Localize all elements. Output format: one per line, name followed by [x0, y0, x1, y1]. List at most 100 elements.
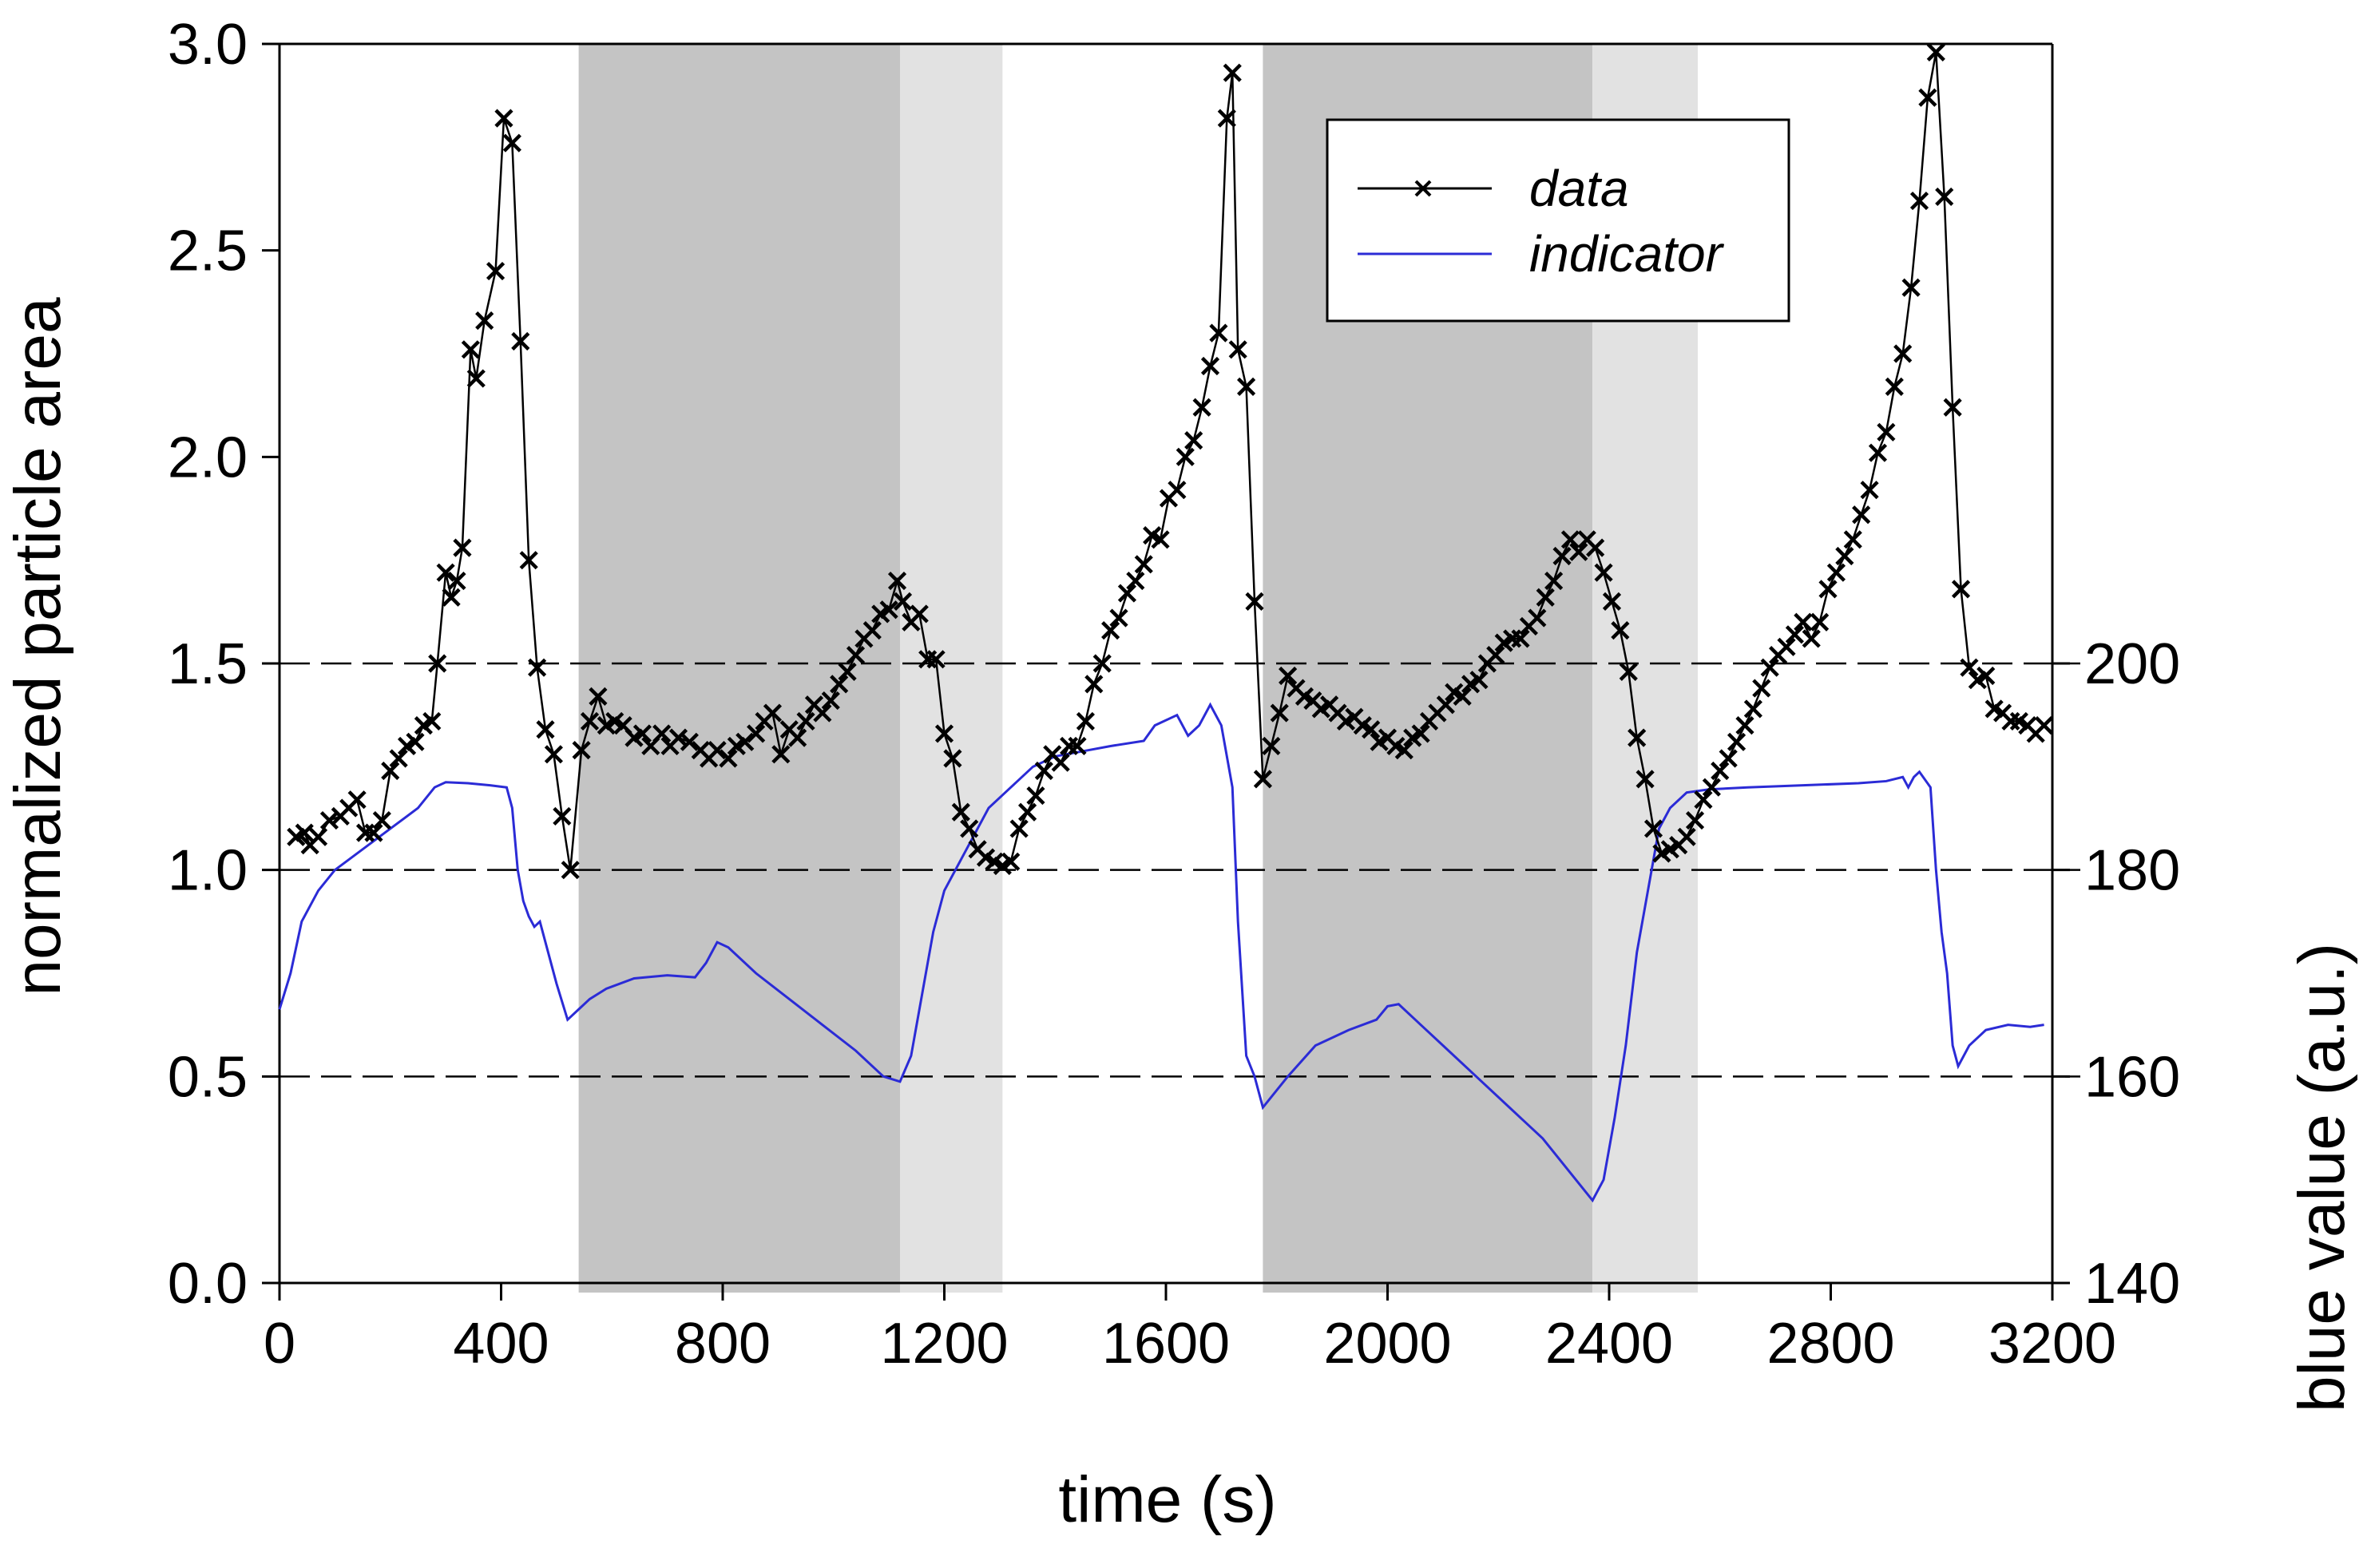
data-point-34 — [561, 861, 580, 880]
data-point-197 — [1926, 42, 1945, 61]
data-point-175 — [1743, 699, 1762, 719]
data-point-183 — [1810, 612, 1830, 632]
data-point-96 — [1092, 654, 1112, 673]
data-point-93 — [1068, 736, 1087, 756]
data-point-201 — [1960, 658, 1979, 677]
data-point-37 — [589, 687, 608, 706]
data-point-115 — [1245, 592, 1264, 611]
data-point-47 — [680, 732, 699, 751]
data-point-159 — [1611, 621, 1630, 640]
data-point-66 — [846, 646, 866, 665]
y-left-tick-label: 3.0 — [168, 13, 248, 77]
data-point-88 — [1026, 786, 1045, 806]
data-point-99 — [1117, 584, 1137, 603]
data-point-160 — [1619, 662, 1638, 681]
left-axis-title: normalized particle area — [2, 297, 74, 996]
data-point-113 — [1228, 340, 1247, 359]
data-point-56 — [763, 703, 783, 723]
data-point-85 — [1001, 852, 1021, 871]
x-tick-label: 2400 — [1545, 1312, 1673, 1376]
data-point-87 — [1017, 802, 1037, 822]
data-point-7 — [347, 790, 367, 810]
y-left-tick-label: 0.5 — [168, 1045, 248, 1109]
data-point-187 — [1843, 530, 1862, 549]
data-point-161 — [1628, 728, 1647, 747]
data-point-196 — [1918, 88, 1937, 107]
data-point-144 — [1486, 646, 1505, 665]
data-point-189 — [1860, 481, 1879, 500]
y-right-tick-label: 140 — [2084, 1252, 2180, 1316]
data-point-169 — [1694, 790, 1713, 810]
data-point-89 — [1034, 761, 1053, 781]
data-series — [287, 42, 2054, 880]
data-point-62 — [813, 703, 832, 723]
x-tick-label: 1600 — [1102, 1312, 1230, 1376]
data-point-170 — [1702, 778, 1721, 797]
data-point-51 — [719, 749, 738, 768]
data-point-60 — [796, 711, 815, 731]
data-point-1 — [295, 823, 314, 842]
y-left-tick-label: 2.0 — [168, 426, 248, 489]
legend: data indicator — [1326, 118, 1790, 323]
data-point-16 — [422, 711, 442, 731]
data-point-151 — [1544, 571, 1564, 591]
shaded-region-1 — [578, 44, 900, 1293]
data-point-19 — [442, 588, 461, 607]
data-point-142 — [1469, 671, 1489, 690]
data-point-53 — [735, 732, 755, 751]
shaded-region-2 — [900, 44, 1003, 1293]
data-point-50 — [708, 741, 727, 760]
data-point-101 — [1134, 555, 1153, 574]
data-point-195 — [1909, 191, 1929, 211]
data-point-203 — [1976, 666, 1996, 686]
data-point-179 — [1777, 637, 1796, 656]
data-point-186 — [1835, 546, 1854, 566]
data-point-18 — [436, 563, 455, 582]
data-point-167 — [1677, 827, 1696, 846]
data-point-193 — [1893, 344, 1913, 363]
data-point-42 — [632, 724, 652, 743]
data-point-44 — [652, 724, 672, 743]
x-tick-label: 400 — [453, 1312, 549, 1376]
data-point-110 — [1209, 323, 1228, 343]
x-tick-label: 3200 — [1988, 1312, 2116, 1376]
data-point-26 — [494, 109, 513, 128]
legend-box — [1326, 118, 1790, 323]
data-point-33 — [553, 806, 572, 826]
data-point-27 — [502, 133, 521, 152]
y-right-tick-label: 200 — [2084, 632, 2180, 696]
data-point-200 — [1951, 580, 1971, 599]
indicator-series — [278, 702, 2044, 1203]
data-point-65 — [838, 662, 857, 681]
x-tick-label: 0 — [264, 1312, 295, 1376]
data-point-116 — [1253, 770, 1273, 789]
data-point-72 — [893, 592, 913, 611]
data-point-17 — [428, 654, 447, 673]
data-point-30 — [528, 658, 547, 677]
data-point-32 — [544, 745, 563, 764]
data-point-153 — [1560, 530, 1580, 549]
data-point-35 — [572, 741, 591, 760]
y-right-tick-label: 160 — [2084, 1045, 2180, 1109]
data-point-57 — [771, 745, 791, 764]
data-point-185 — [1826, 563, 1846, 582]
data-point-20 — [447, 571, 466, 591]
data-point-158 — [1602, 592, 1622, 611]
data-point-154 — [1569, 542, 1588, 561]
data-point-97 — [1101, 621, 1120, 640]
legend-data-marker — [1414, 180, 1432, 197]
data-point-94 — [1076, 711, 1096, 731]
data-point-168 — [1685, 810, 1705, 830]
data-point-157 — [1594, 563, 1613, 582]
data-point-54 — [747, 724, 766, 743]
data-point-140 — [1453, 687, 1472, 706]
data-point-107 — [1184, 431, 1203, 450]
data-point-182 — [1802, 629, 1821, 648]
data-point-76 — [926, 650, 946, 669]
data-point-177 — [1760, 658, 1779, 677]
data-point-188 — [1852, 505, 1871, 525]
data-point-64 — [830, 675, 849, 694]
y-left-tick-label: 0.0 — [168, 1252, 248, 1316]
data-point-210 — [2034, 716, 2054, 735]
data-point-133 — [1394, 741, 1413, 760]
